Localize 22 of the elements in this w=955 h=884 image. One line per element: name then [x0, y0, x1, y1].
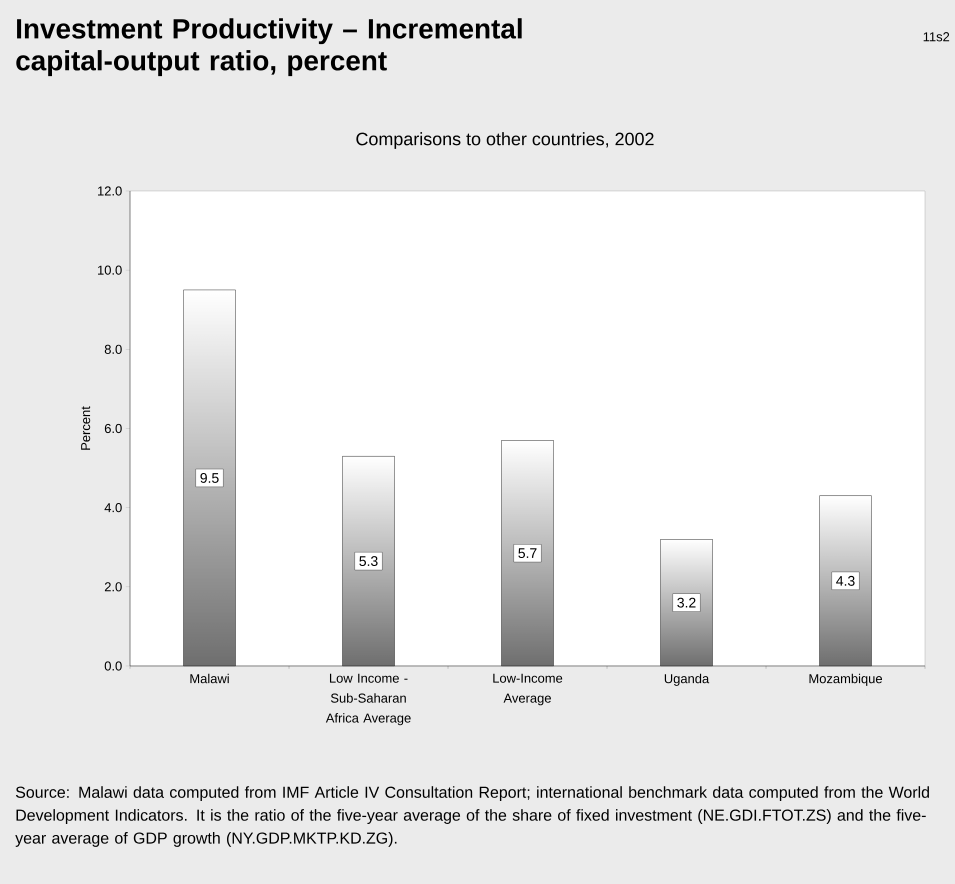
source-note: Source: Malawi data computed from IMF Article IV Consultation Report; international benchmark data computed from the World Development Indicators. It is the ratio of the five-year average of the share of fixed investment (NE.GDI.FTOT.ZS) and the five-year average of GDP growth (NY.GDP.MKTP.KD.ZG). — [15, 786, 929, 847]
x-tick-label: Low-Income Average — [493, 674, 562, 706]
y-tick-label: 2.0 — [104, 582, 122, 592]
y-tick-label: 10.0 — [98, 266, 122, 275]
data-label: 5.3 — [359, 556, 378, 566]
y-tick-label: 4.0 — [104, 503, 122, 512]
chart-title: Investment Productivity – Incremental capital-output ratio, percent — [16, 18, 522, 76]
chart-subtitle: Comparisons to other countries, 2002 — [356, 132, 654, 149]
y-tick-label: 8.0 — [104, 344, 122, 354]
y-axis-title: Percent — [81, 406, 90, 450]
text: 11s2 — [924, 32, 950, 42]
data-label: 9.5 — [200, 473, 219, 483]
x-tick-label: Malawi — [190, 674, 229, 684]
data-label: 5.7 — [518, 548, 537, 558]
data-label: 4.3 — [836, 576, 855, 586]
x-tick-label: Mozambique — [810, 674, 882, 686]
y-tick-label: 0.0 — [104, 661, 122, 671]
data-label: 3.2 — [677, 598, 696, 608]
y-tick-label: 12.0 — [98, 186, 122, 196]
x-tick-label: Low Income - Sub-Saharan Africa Average — [326, 674, 411, 726]
y-tick-label: 6.0 — [104, 424, 122, 434]
x-tick-label: Uganda — [664, 674, 710, 686]
